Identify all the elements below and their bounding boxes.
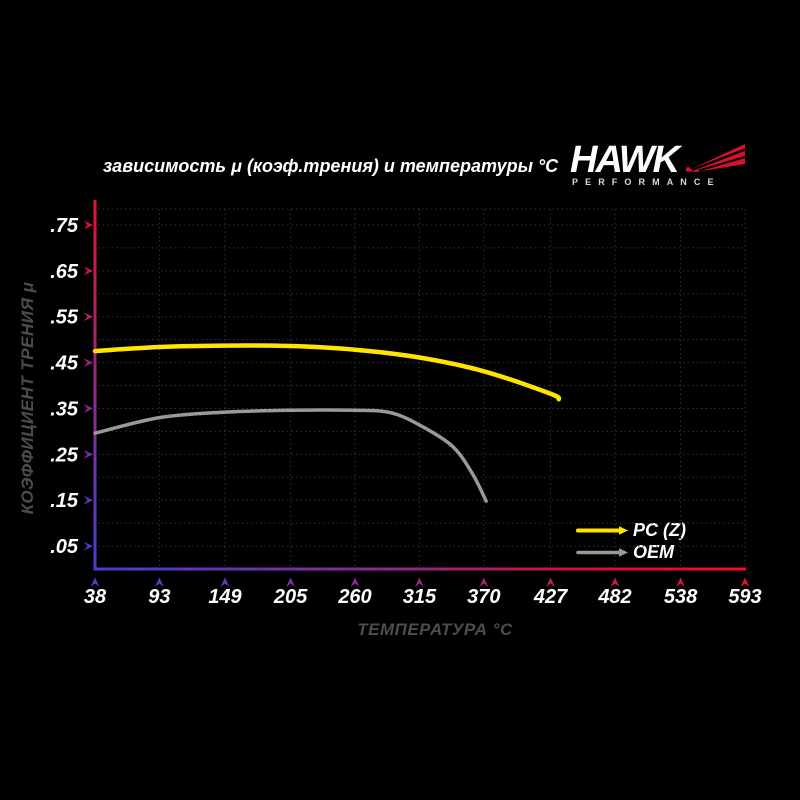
x-tick-label: 370 [467,586,500,608]
hawk-wing-icon [685,144,746,172]
y-tick-arrow-icon [83,266,93,276]
x-tick-arrow-icon [220,577,230,587]
y-tick-label: .25 [50,444,79,466]
x-tick-arrow-icon [286,577,296,587]
y-tick-label: .45 [50,353,79,375]
hawk-logo-text: HAWK [570,139,680,181]
x-tick-arrow-icon [414,577,424,587]
series-curve-oem [93,408,488,503]
legend-swatches [576,526,628,557]
x-tick-arrow-icon [676,577,686,587]
hawk-logo-subtext: PERFORMANCE [572,177,721,187]
y-tick-label: .75 [50,215,79,237]
y-tick-arrow-icon [83,449,93,459]
x-tick-arrow-icon [90,577,100,587]
x-tick-label: 93 [148,586,170,608]
legend-label-oem: OEM [633,542,675,562]
legend-swatch-arrow-icon [619,548,628,557]
chart-title: зависимость μ (коэф.трения) и температур… [103,156,559,176]
x-axis-title: ТЕМПЕРАТУРА °C [357,620,513,639]
x-tick-arrow-icon [740,577,750,587]
logo-trademark-dot [685,167,691,172]
x-tick-label: 315 [403,586,437,608]
y-tick-arrow-icon [83,312,93,322]
y-tick-label: .65 [50,261,79,283]
y-tick-arrow-icon [83,495,93,505]
x-tick-arrow-icon [610,577,620,587]
x-tick-label: 538 [664,586,698,608]
x-tick-label: 427 [533,586,568,608]
y-tick-arrow-icon [83,358,93,368]
x-tick-label: 205 [273,586,308,608]
tick-arrows [83,220,750,587]
y-tick-arrow-icon [83,541,93,551]
y-tick-label: .15 [50,490,79,512]
x-tick-label: 482 [597,586,631,608]
x-tick-label: 260 [337,586,371,608]
x-tick-arrow-icon [154,577,164,587]
y-tick-label: .35 [50,398,79,420]
legend-label-pcz: PC (Z) [633,520,686,540]
y-tick-label: .05 [50,536,79,558]
data-curves [92,343,562,503]
x-tick-label: 593 [728,586,761,608]
grid-lines [98,208,746,569]
x-tick-label: 149 [208,586,242,608]
x-tick-label: 38 [84,586,107,608]
series-curve-pcz [92,343,562,402]
x-tick-arrow-icon [479,577,489,587]
x-tick-arrow-icon [350,577,360,587]
legend-swatch-arrow-icon [619,526,628,535]
y-tick-label: .55 [50,307,79,329]
tick-labels: 38 93 149 205 260 315 370 427 482 538 593 .05 .15 .25… [50,215,762,608]
y-tick-arrow-icon [83,220,93,230]
x-tick-arrow-icon [546,577,556,587]
y-tick-arrow-icon [83,403,93,413]
